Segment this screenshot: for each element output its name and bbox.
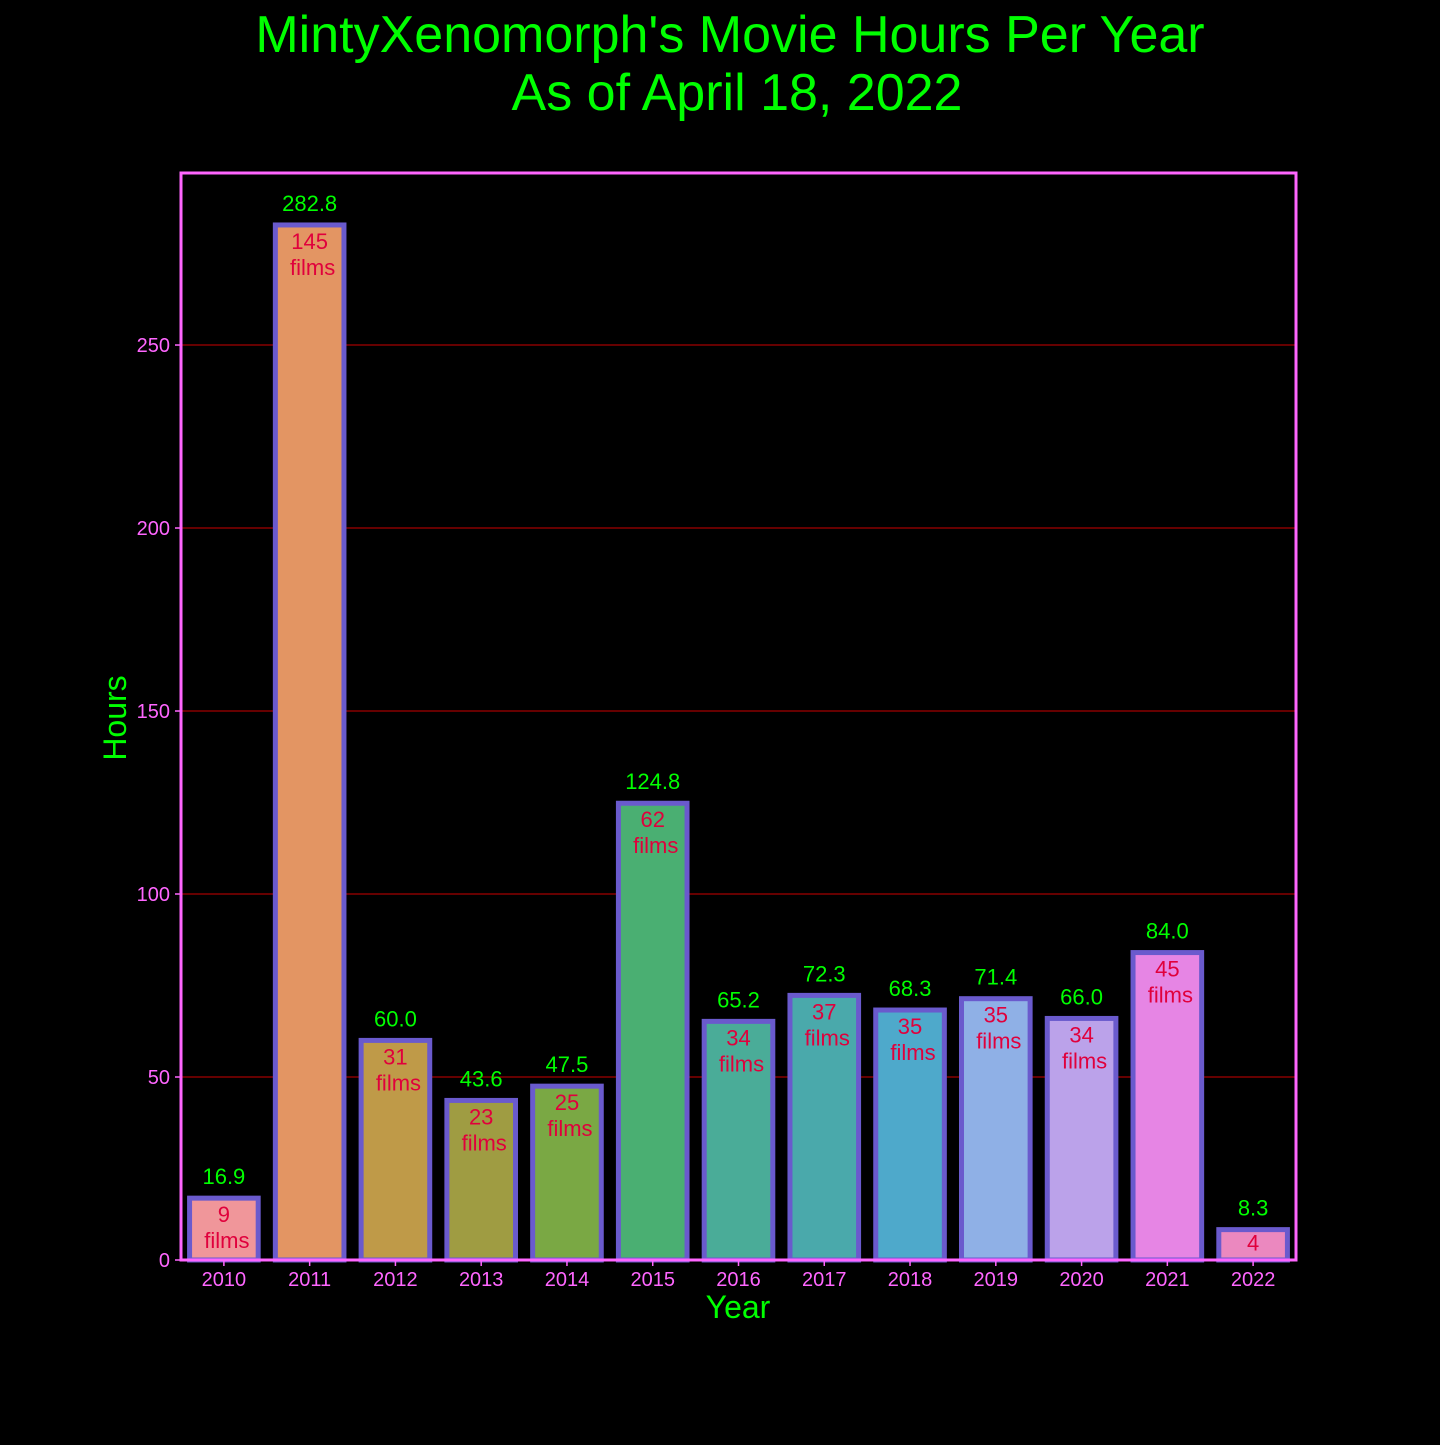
value-label: 8.3 <box>1238 1196 1269 1221</box>
film-count-label: 37 <box>812 999 836 1024</box>
film-count-unit: films <box>719 1051 764 1076</box>
y-tick-label: 0 <box>159 1250 170 1272</box>
film-count-label: 35 <box>898 1014 922 1039</box>
film-count-unit: films <box>290 255 335 280</box>
bar-2019 <box>959 996 1033 1263</box>
film-count-label: 34 <box>1069 1022 1093 1047</box>
film-count-label: 25 <box>555 1090 579 1115</box>
value-label: 16.9 <box>202 1164 245 1189</box>
film-count-label: 9 <box>218 1202 230 1227</box>
x-tick-label: 2017 <box>802 1269 847 1291</box>
x-tick-label: 2010 <box>202 1269 247 1291</box>
film-count-unit: films <box>376 1070 421 1095</box>
value-label: 60.0 <box>374 1006 417 1031</box>
film-count-unit: films <box>204 1228 249 1253</box>
film-count-label: 145 <box>291 229 328 254</box>
x-tick-label: 2016 <box>716 1269 761 1291</box>
x-tick-label: 2015 <box>630 1269 675 1291</box>
bar-2016 <box>701 1018 776 1263</box>
film-count-unit: films <box>462 1130 507 1155</box>
film-count-label: 34 <box>726 1025 750 1050</box>
film-count-unit: films <box>1062 1048 1107 1073</box>
value-label: 65.2 <box>717 987 760 1012</box>
bar-2017 <box>787 992 862 1263</box>
chart-subtitle: As of April 18, 2022 <box>512 64 963 122</box>
bars <box>187 222 1290 1263</box>
x-axis-ticks: 2010 2011 2012 2013 2014 2015 2016 2017 2018 2019… <box>202 1260 1276 1291</box>
x-tick-label: 2013 <box>459 1269 504 1291</box>
film-count-unit: films <box>890 1040 935 1065</box>
bar-2010 <box>187 1195 261 1263</box>
y-tick-label: 50 <box>148 1067 170 1089</box>
value-label: 68.3 <box>889 976 932 1001</box>
x-tick-label: 2019 <box>974 1269 1019 1291</box>
y-tick-label: 150 <box>137 701 170 723</box>
bar-2013 <box>444 1097 518 1263</box>
x-tick-label: 2018 <box>888 1269 933 1291</box>
bar-2012 <box>358 1037 433 1263</box>
value-label: 43.6 <box>460 1066 503 1091</box>
x-axis-label: Year <box>706 1289 771 1325</box>
y-tick-label: 250 <box>137 335 170 357</box>
x-tick-label: 2022 <box>1231 1269 1276 1291</box>
bar-2011 <box>272 222 347 1263</box>
x-tick-label: 2020 <box>1059 1269 1104 1291</box>
film-count-label: 4 <box>1247 1231 1259 1256</box>
x-tick-label: 2012 <box>373 1269 418 1291</box>
y-tick-label: 200 <box>137 518 170 540</box>
film-count-label: 62 <box>640 807 664 832</box>
film-count-unit: films <box>805 1025 850 1050</box>
value-label: 84.0 <box>1146 919 1189 944</box>
bar-2015 <box>615 800 690 1263</box>
value-label: 66.0 <box>1060 984 1103 1009</box>
film-count-unit: films <box>547 1116 592 1141</box>
film-count-label: 31 <box>383 1044 407 1069</box>
film-count-label: 23 <box>469 1104 493 1129</box>
value-label: 282.8 <box>282 191 337 216</box>
film-count-label: 45 <box>1155 957 1179 982</box>
value-label: 124.8 <box>625 769 680 794</box>
value-label: 72.3 <box>803 961 846 986</box>
y-axis-ticks: 0 50 100 150 200 250 <box>137 335 181 1272</box>
film-count-label: 35 <box>984 1003 1008 1028</box>
x-tick-label: 2021 <box>1145 1269 1190 1291</box>
film-count-unit: films <box>976 1029 1021 1054</box>
y-axis-label: Hours <box>97 675 133 760</box>
film-count-unit: films <box>633 833 678 858</box>
x-tick-label: 2014 <box>545 1269 590 1291</box>
film-count-unit: films <box>1148 983 1193 1008</box>
value-label: 47.5 <box>546 1052 589 1077</box>
chart-title: MintyXenomorph's Movie Hours Per Year <box>255 6 1204 64</box>
x-tick-label: 2011 <box>288 1269 331 1291</box>
y-tick-label: 100 <box>137 884 170 906</box>
value-label: 71.4 <box>974 965 1017 990</box>
